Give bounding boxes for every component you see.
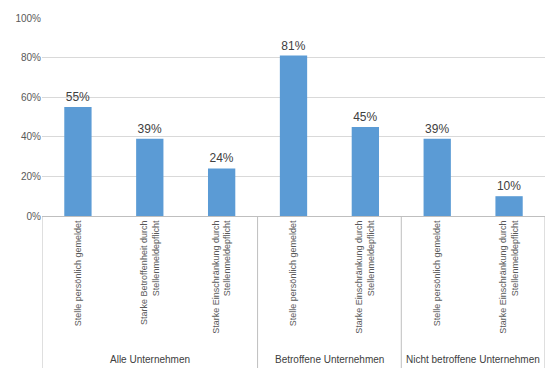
svg-text:55%: 55% xyxy=(66,90,90,104)
svg-text:39%: 39% xyxy=(138,122,162,136)
svg-text:Starke Betroffenheit durchStel: Starke Betroffenheit durchStellenmeldepf… xyxy=(139,220,161,325)
svg-text:100%: 100% xyxy=(15,13,41,24)
svg-text:Stelle persönlich gemeldet: Stelle persönlich gemeldet xyxy=(432,220,442,326)
svg-text:Stelle persönlich gemeldet: Stelle persönlich gemeldet xyxy=(73,220,83,326)
svg-text:40%: 40% xyxy=(21,131,41,142)
svg-text:Starke Einschränkung durchStel: Starke Einschränkung durchStellenmeldepf… xyxy=(354,220,376,334)
svg-text:39%: 39% xyxy=(425,122,449,136)
svg-text:10%: 10% xyxy=(497,179,521,193)
svg-text:60%: 60% xyxy=(21,92,41,103)
svg-text:80%: 80% xyxy=(21,52,41,63)
svg-text:45%: 45% xyxy=(353,110,377,124)
svg-text:Stelle persönlich gemeldet: Stelle persönlich gemeldet xyxy=(288,220,298,326)
svg-text:Nicht betroffene Unternehmen: Nicht betroffene Unternehmen xyxy=(406,354,540,365)
svg-text:Betroffene Unternehmen: Betroffene Unternehmen xyxy=(275,354,384,365)
svg-text:0%: 0% xyxy=(27,211,42,222)
svg-text:Starke Einschränkung durchStel: Starke Einschränkung durchStellenmeldepf… xyxy=(211,220,233,334)
svg-text:20%: 20% xyxy=(21,171,41,182)
svg-text:24%: 24% xyxy=(209,151,233,165)
svg-text:81%: 81% xyxy=(281,39,305,53)
svg-text:Starke Einschränkung durchStel: Starke Einschränkung durchStellenmeldepf… xyxy=(498,220,520,334)
svg-text:Alle Unternehmen: Alle Unternehmen xyxy=(110,354,190,365)
